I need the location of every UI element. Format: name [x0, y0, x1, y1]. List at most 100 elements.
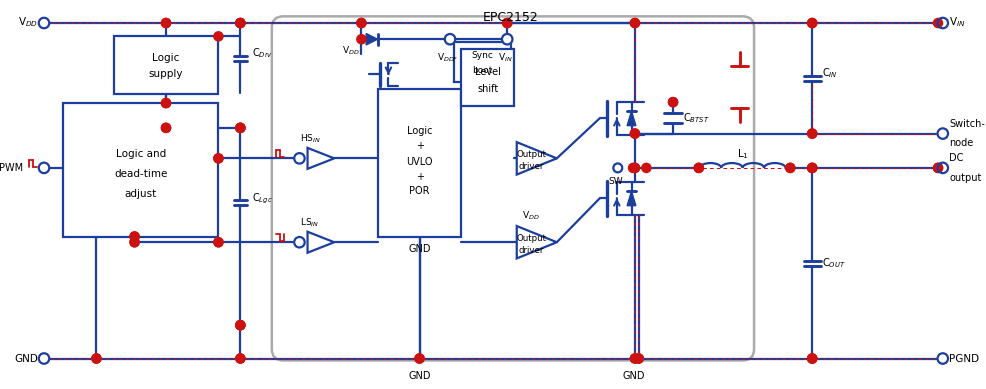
Circle shape: [236, 123, 245, 132]
Circle shape: [130, 238, 139, 247]
Bar: [113, 36, 218, 93]
Circle shape: [236, 18, 245, 28]
Circle shape: [414, 354, 424, 363]
Text: V$_{DD}$: V$_{DD}$: [522, 209, 539, 222]
Circle shape: [130, 238, 139, 247]
Circle shape: [933, 163, 942, 172]
Circle shape: [502, 18, 512, 28]
Text: LS$_{IN}$: LS$_{IN}$: [300, 216, 319, 229]
Circle shape: [214, 154, 223, 163]
Circle shape: [236, 123, 245, 132]
Text: Level: Level: [474, 67, 500, 77]
Circle shape: [807, 163, 816, 172]
Circle shape: [807, 163, 816, 172]
Circle shape: [38, 18, 49, 28]
Text: GND: GND: [622, 371, 645, 381]
Bar: [461, 49, 514, 106]
Text: boot: boot: [471, 66, 492, 75]
Text: V$_{IN}$: V$_{IN}$: [949, 15, 965, 29]
Text: V$_{DD}$: V$_{DD}$: [341, 45, 359, 58]
Text: DC: DC: [949, 153, 963, 163]
Text: +: +: [415, 172, 423, 182]
Circle shape: [933, 163, 942, 172]
Circle shape: [785, 163, 794, 172]
Text: adjust: adjust: [124, 189, 157, 199]
Circle shape: [807, 129, 816, 138]
Circle shape: [162, 98, 171, 108]
Text: supply: supply: [149, 70, 183, 79]
Circle shape: [357, 18, 366, 28]
Text: PGND: PGND: [949, 354, 978, 363]
Circle shape: [162, 18, 171, 28]
Text: C$_{OUT}$: C$_{OUT}$: [821, 256, 845, 270]
Text: L$_1$: L$_1$: [736, 148, 747, 161]
Text: dead-time: dead-time: [114, 169, 168, 179]
Text: GND: GND: [408, 244, 430, 254]
Text: HS$_{IN}$: HS$_{IN}$: [300, 133, 321, 145]
Circle shape: [162, 18, 171, 28]
Circle shape: [641, 163, 651, 172]
Text: GND: GND: [408, 371, 430, 381]
Circle shape: [693, 163, 703, 172]
Text: UVLO: UVLO: [406, 157, 432, 167]
Circle shape: [38, 353, 49, 364]
Polygon shape: [626, 191, 635, 206]
Text: C$_{Drv}$: C$_{Drv}$: [251, 47, 272, 60]
Circle shape: [236, 18, 245, 28]
Circle shape: [630, 163, 639, 172]
Circle shape: [130, 232, 139, 241]
Circle shape: [162, 98, 171, 108]
Circle shape: [357, 18, 366, 28]
Circle shape: [236, 123, 245, 132]
Circle shape: [630, 163, 639, 172]
Text: node: node: [949, 138, 973, 148]
Text: +: +: [415, 142, 423, 151]
Text: Sync: Sync: [471, 51, 493, 60]
Text: Logic and: Logic and: [115, 149, 166, 159]
Circle shape: [933, 18, 942, 28]
Circle shape: [807, 354, 816, 363]
Circle shape: [236, 18, 245, 28]
Text: V$_{IN}$: V$_{IN}$: [498, 52, 512, 64]
Text: C$_{Lgc}$: C$_{Lgc}$: [251, 192, 272, 206]
Circle shape: [236, 354, 245, 363]
Text: Logic: Logic: [152, 53, 179, 63]
Circle shape: [785, 163, 794, 172]
Circle shape: [294, 153, 305, 164]
Circle shape: [612, 163, 621, 172]
Circle shape: [162, 123, 171, 132]
Text: V$_{DD}$: V$_{DD}$: [19, 15, 38, 29]
Circle shape: [445, 34, 455, 44]
Text: PWM: PWM: [0, 163, 23, 173]
Circle shape: [236, 354, 245, 363]
Circle shape: [630, 129, 639, 138]
Circle shape: [668, 98, 677, 107]
Circle shape: [236, 321, 245, 330]
Circle shape: [807, 18, 816, 28]
Text: Output: Output: [516, 150, 545, 159]
Circle shape: [937, 163, 948, 173]
Circle shape: [414, 354, 424, 363]
Circle shape: [937, 18, 948, 28]
Circle shape: [236, 321, 245, 330]
Circle shape: [294, 237, 305, 247]
Text: EPC2152: EPC2152: [483, 11, 538, 24]
Circle shape: [214, 238, 223, 247]
Circle shape: [214, 238, 223, 247]
Polygon shape: [366, 33, 378, 45]
Text: V$_{DDF}$: V$_{DDF}$: [437, 52, 458, 64]
Circle shape: [628, 163, 637, 172]
Circle shape: [162, 123, 171, 132]
Circle shape: [92, 354, 101, 363]
Circle shape: [630, 18, 639, 28]
Circle shape: [502, 34, 512, 44]
Circle shape: [634, 354, 643, 363]
Circle shape: [807, 354, 816, 363]
Polygon shape: [517, 142, 556, 175]
Text: Logic: Logic: [406, 126, 432, 136]
Text: driver: driver: [518, 163, 543, 172]
Circle shape: [634, 354, 643, 363]
Circle shape: [630, 18, 639, 28]
Text: output: output: [949, 173, 981, 183]
Polygon shape: [308, 232, 334, 253]
